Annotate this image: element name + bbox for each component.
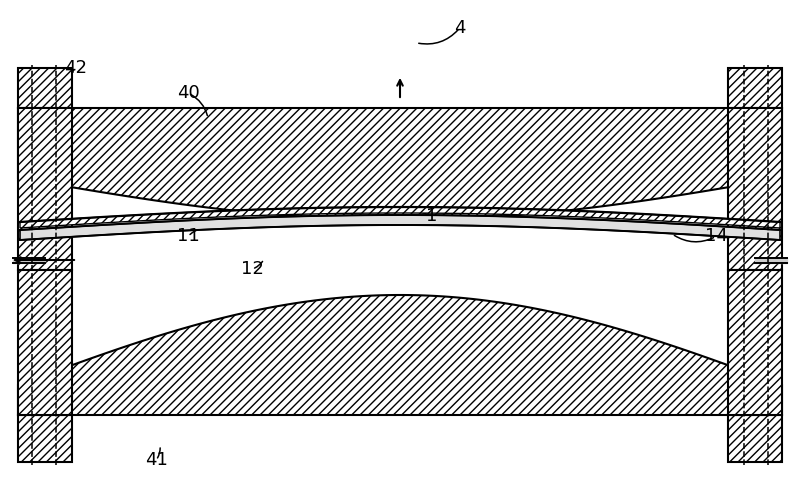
Polygon shape: [20, 215, 780, 240]
Polygon shape: [18, 270, 72, 415]
Text: 11: 11: [177, 227, 199, 245]
Text: 12: 12: [241, 260, 263, 278]
Polygon shape: [18, 108, 72, 270]
Polygon shape: [728, 270, 782, 415]
Polygon shape: [18, 295, 782, 415]
Polygon shape: [18, 68, 72, 108]
Polygon shape: [728, 108, 782, 270]
Polygon shape: [20, 207, 780, 228]
Text: 42: 42: [65, 59, 87, 77]
Polygon shape: [18, 415, 72, 462]
Polygon shape: [18, 108, 782, 220]
Text: 40: 40: [177, 84, 199, 102]
Text: 41: 41: [145, 451, 167, 469]
Text: 14: 14: [705, 227, 727, 245]
Text: 1: 1: [426, 207, 438, 225]
Text: 4: 4: [454, 19, 466, 37]
Polygon shape: [728, 68, 782, 108]
Polygon shape: [728, 415, 782, 462]
